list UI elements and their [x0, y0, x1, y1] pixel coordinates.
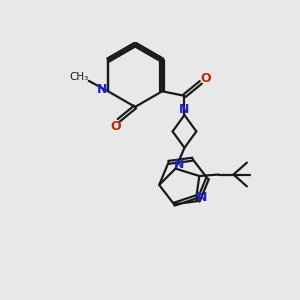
Text: N: N — [96, 83, 107, 96]
Text: O: O — [110, 120, 121, 133]
Text: O: O — [200, 72, 211, 85]
Text: CH₃: CH₃ — [70, 72, 89, 82]
Text: N: N — [197, 191, 208, 204]
Text: N: N — [174, 158, 184, 171]
Text: N: N — [179, 103, 190, 116]
